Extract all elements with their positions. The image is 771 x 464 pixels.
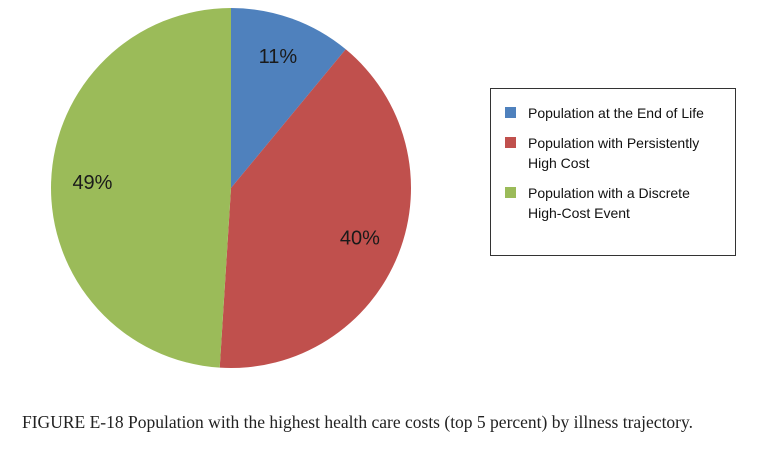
legend-swatch	[505, 107, 516, 118]
legend-swatch	[505, 137, 516, 148]
caption: FIGURE E-18 Population with the highest …	[22, 411, 752, 433]
legend: Population at the End of Life Population …	[490, 88, 736, 256]
value-label: 40%	[340, 227, 380, 249]
caption-text: Population with the highest health care …	[127, 412, 694, 432]
legend-item: Population with Persistently High Cost	[505, 133, 727, 173]
pie-slice	[231, 8, 346, 188]
value-label: 11%	[259, 46, 298, 68]
legend-item: Population at the End of Life	[505, 103, 727, 123]
value-label: 49%	[72, 172, 112, 194]
legend-swatch	[505, 187, 516, 198]
caption-label: FIGURE E-18	[22, 412, 124, 432]
legend-item: Population with a Discrete High-Cost Eve…	[505, 183, 727, 223]
legend-label: Population with Persistently High Cost	[528, 135, 700, 171]
chart: 11% 40% 49%	[51, 8, 411, 368]
pie-slice	[51, 8, 231, 368]
legend-label: Population with a Discrete High-Cost Eve…	[528, 185, 690, 221]
pie-slice	[219, 49, 411, 368]
legend-label: Population at the End of Life	[528, 105, 704, 121]
